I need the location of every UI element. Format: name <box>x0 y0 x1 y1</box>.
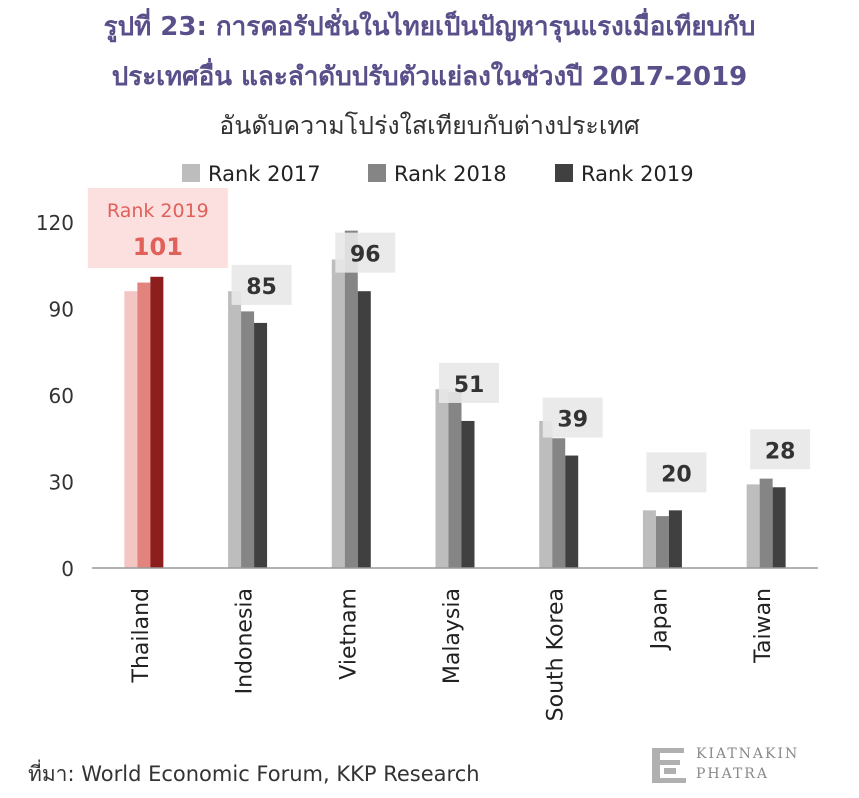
bar-vietnam-3 <box>357 291 371 568</box>
chart-subtitle: อันดับความโปร่งใสเทียบกับต่างประเทศ <box>219 111 640 140</box>
data-label: 20 <box>661 462 692 487</box>
logo-text-line-2: PHATRA <box>696 766 769 782</box>
data-label-box <box>335 232 396 273</box>
data-label: 85 <box>246 275 277 300</box>
bar-malaysia-2 <box>448 392 462 568</box>
kiatnakin-phatra-logo: KIATNAKIN PHATRA <box>650 742 840 790</box>
bar-japan-1 <box>642 510 656 568</box>
data-label: 28 <box>765 439 796 464</box>
bar-japan-3 <box>668 510 682 568</box>
bar-vietnam-2 <box>344 230 358 568</box>
y-tick-label: 30 <box>49 471 74 495</box>
bar-chart: 0 30 60 90 120 Rank 2017 Rank 2018 Rank 2019 Tha… <box>36 162 818 721</box>
y-tick-label: 120 <box>36 211 74 235</box>
x-category-label: Vietnam <box>336 588 361 680</box>
chart-title-line-2: ประเทศอื่น และลำดับปรับตัวแย่ลงในช่วงปี … <box>111 62 748 92</box>
logo-text-line-1: KIATNAKIN <box>696 746 800 762</box>
y-tick-label: 0 <box>61 557 74 581</box>
data-label-box <box>231 264 292 305</box>
bar-indonesia-3 <box>254 322 268 568</box>
legend-swatch-3 <box>555 164 573 182</box>
y-tick-label: 90 <box>49 298 74 322</box>
highlight-callout-label: Rank 2019 <box>107 200 209 222</box>
legend-swatch-2 <box>368 164 386 182</box>
chart-title-line-1: รูปที่ 23: การคอรัปชั่นในไทยเป็นปัญหารุน… <box>103 12 756 42</box>
data-label: 96 <box>350 243 381 268</box>
data-label: 51 <box>454 373 485 398</box>
bar-south-korea-3 <box>565 455 579 568</box>
x-category-label: Japan <box>647 588 672 651</box>
bar-taiwan-3 <box>772 487 786 568</box>
data-label-box <box>646 452 707 493</box>
highlight-callout-box <box>87 188 228 268</box>
y-tick-label: 60 <box>49 384 74 408</box>
bar-vietnam-1 <box>331 259 345 568</box>
data-label-box <box>542 397 603 438</box>
bar-south-korea-2 <box>552 438 566 568</box>
bar-taiwan-1 <box>746 484 760 568</box>
bar-malaysia-3 <box>461 420 475 568</box>
bar-indonesia-2 <box>241 311 255 568</box>
legend-label-2: Rank 2018 <box>394 162 507 186</box>
bar-south-korea-1 <box>539 420 553 568</box>
legend-label-1: Rank 2017 <box>208 162 321 186</box>
x-category-label: South Korea <box>544 588 569 721</box>
legend-swatch-1 <box>182 164 200 182</box>
bar-japan-2 <box>655 516 669 568</box>
source-note: ที่มา: World Economic Forum, KKP Researc… <box>28 762 480 786</box>
x-category-label: Taiwan <box>751 588 776 664</box>
data-label-box <box>750 429 811 470</box>
bar-thailand-1 <box>124 291 138 568</box>
x-category-label: Indonesia <box>233 588 258 694</box>
data-label: 39 <box>557 408 588 433</box>
x-category-label: Malaysia <box>440 588 465 684</box>
bar-taiwan-2 <box>759 478 773 568</box>
highlight-callout-value: 101 <box>133 233 183 261</box>
bar-thailand-2 <box>137 282 151 568</box>
bar-indonesia-1 <box>228 291 242 568</box>
bar-thailand-3 <box>150 276 164 568</box>
bar-malaysia-1 <box>435 389 449 568</box>
x-category-label: Thailand <box>129 588 154 683</box>
data-label-box <box>439 362 499 403</box>
logo-mark-icon <box>652 748 686 783</box>
legend-label-3: Rank 2019 <box>581 162 694 186</box>
